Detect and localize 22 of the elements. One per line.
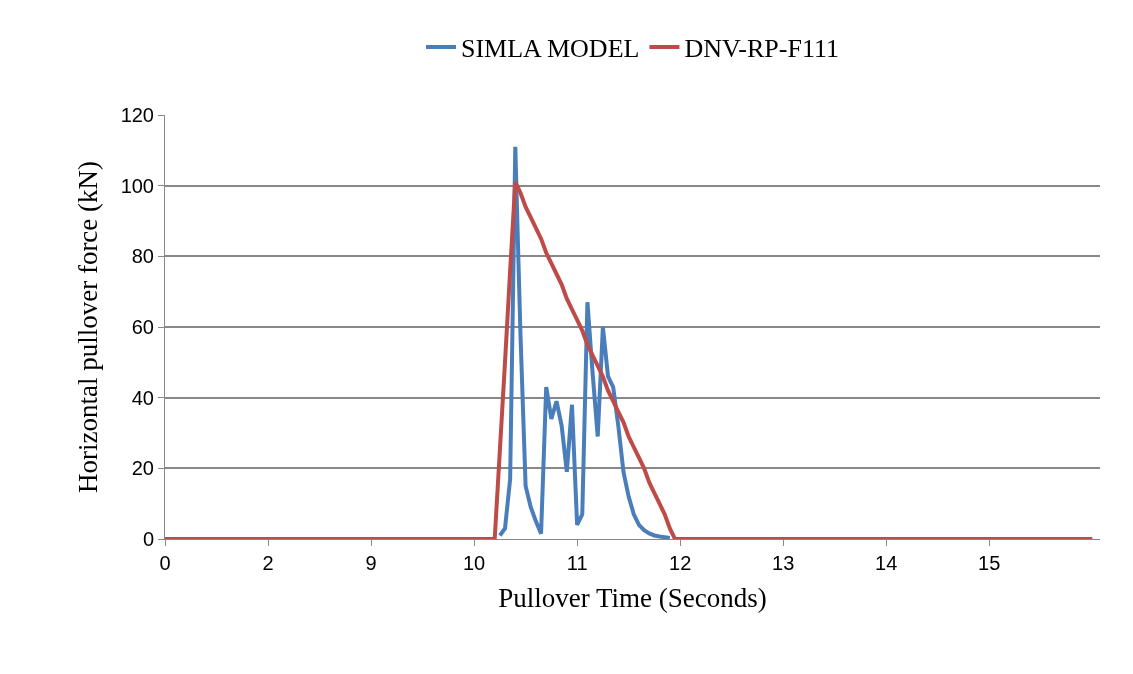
- x-tick-label: 14: [875, 552, 898, 574]
- y-axis-title: Horizontal pullover force (kN): [72, 160, 103, 494]
- y-tick-label: 100: [120, 174, 154, 197]
- x-tick-label: 2: [262, 552, 274, 574]
- x-tick-label: 10: [462, 552, 486, 574]
- y-tick-label: 20: [131, 457, 154, 480]
- legend-label: DNV-RP-F111: [684, 34, 839, 64]
- line-series: [497, 144, 672, 539]
- x-axis-title: Pullover Time (Seconds): [498, 583, 767, 614]
- legend-label: SIMLA MODEL: [461, 34, 640, 64]
- y-tick-label: 120: [120, 104, 154, 126]
- y-tick-label: 40: [131, 386, 154, 409]
- x-tick-label: 15: [978, 552, 1001, 574]
- y-tick-label: 0: [142, 528, 154, 550]
- x-tick-label: 11: [566, 552, 588, 574]
- y-tick-label: 80: [131, 245, 154, 268]
- x-tick-label: 0: [159, 552, 171, 574]
- y-tick-label: 60: [131, 316, 154, 338]
- line-series: [165, 180, 1095, 539]
- x-tick-label: 9: [365, 552, 377, 574]
- x-tick-label: 13: [772, 552, 795, 574]
- x-tick-label: 12: [669, 552, 692, 574]
